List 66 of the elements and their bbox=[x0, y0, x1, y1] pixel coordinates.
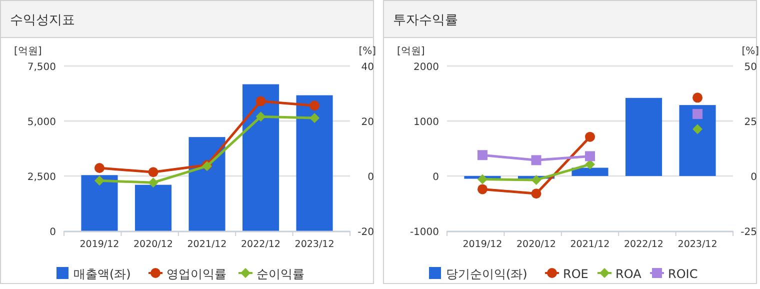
x-tick-label: 2021/12 bbox=[187, 239, 227, 250]
y2-tick-label: 25 bbox=[744, 117, 757, 128]
legend-label: ROE bbox=[563, 267, 588, 281]
x-tick-label: 2023/12 bbox=[678, 239, 718, 250]
x-tick-label: 2019/12 bbox=[80, 239, 120, 250]
y2-tick-label: -25 bbox=[740, 227, 757, 238]
point bbox=[148, 167, 158, 178]
point bbox=[692, 92, 703, 103]
point bbox=[585, 132, 595, 142]
point bbox=[94, 176, 104, 186]
point bbox=[310, 112, 320, 123]
legend-label: 영업이익률 bbox=[166, 267, 226, 281]
y2-tick-label: 50 bbox=[744, 62, 757, 73]
y-tick-label: 7,500 bbox=[27, 62, 56, 73]
y2-tick-label: 20 bbox=[361, 117, 374, 128]
y-tick-label: 2,500 bbox=[27, 172, 56, 183]
x-tick-label: 2021/12 bbox=[570, 239, 610, 250]
x-tick-label: 2020/12 bbox=[516, 239, 556, 250]
point bbox=[477, 174, 488, 184]
y-axis-title: [억원] bbox=[14, 46, 42, 57]
bar bbox=[296, 95, 333, 231]
x-tick-label: 2022/12 bbox=[624, 239, 664, 250]
legend-label: 순이익률 bbox=[256, 267, 304, 281]
y-tick-label: -1000 bbox=[410, 227, 439, 238]
legend-label: ROIC bbox=[668, 267, 698, 281]
y-tick-label: 5,000 bbox=[27, 117, 56, 128]
point bbox=[256, 112, 266, 122]
y2-tick-label: 40 bbox=[361, 62, 374, 73]
point bbox=[692, 108, 703, 119]
chart-title: 수익성지표 bbox=[10, 13, 75, 28]
y2-axis-title: [%] bbox=[358, 46, 376, 57]
legend-label: ROA bbox=[616, 267, 642, 281]
y2-tick-label: -20 bbox=[358, 227, 374, 238]
bar bbox=[625, 98, 662, 176]
x-tick-label: 2022/12 bbox=[241, 239, 280, 250]
y-tick-label: 2000 bbox=[414, 62, 439, 73]
bar bbox=[679, 105, 716, 176]
chart-title: 투자수익률 bbox=[393, 13, 458, 28]
point bbox=[531, 188, 542, 199]
x-tick-label: 2023/12 bbox=[294, 239, 334, 250]
y-tick-label: 0 bbox=[432, 172, 439, 183]
y-axis-title: [억원] bbox=[397, 46, 425, 57]
x-tick-label: 2020/12 bbox=[134, 239, 173, 250]
legend-label: 매출액(좌) bbox=[74, 267, 131, 281]
bar bbox=[188, 137, 226, 231]
point bbox=[531, 174, 542, 185]
point bbox=[256, 96, 266, 106]
bar bbox=[134, 184, 172, 231]
point bbox=[692, 124, 703, 134]
y2-tick-label: 0 bbox=[750, 172, 757, 183]
x-tick-label: 2019/12 bbox=[462, 239, 502, 250]
y2-axis-title: [%] bbox=[742, 46, 760, 57]
point bbox=[531, 155, 542, 166]
bar bbox=[572, 168, 608, 176]
y-tick-label: 0 bbox=[50, 227, 56, 238]
point bbox=[310, 100, 320, 111]
bar bbox=[81, 175, 118, 231]
y-tick-label: 1000 bbox=[414, 117, 439, 128]
point bbox=[477, 150, 488, 160]
point bbox=[148, 178, 158, 188]
y2-tick-label: 0 bbox=[368, 172, 374, 183]
point bbox=[477, 184, 488, 194]
legend-label: 당기순이익(좌) bbox=[446, 267, 528, 281]
point bbox=[94, 163, 104, 174]
point bbox=[585, 151, 595, 162]
bar bbox=[242, 84, 280, 231]
